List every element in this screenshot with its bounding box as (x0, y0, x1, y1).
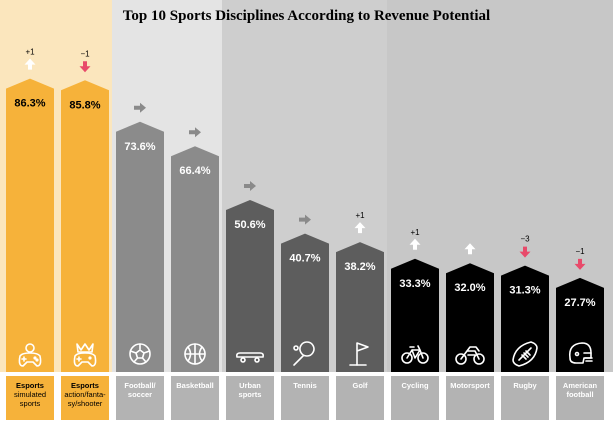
rank-down-arrow (519, 246, 531, 258)
bar-9: 32.0% Motorsport (446, 243, 494, 420)
bar-shape (171, 146, 219, 372)
value-label: 73.6% (124, 141, 155, 153)
category-label-line: Tennis (293, 381, 317, 390)
category-label-line: action/fanta- (64, 390, 106, 399)
bar-shape (116, 121, 164, 372)
category-label-box (6, 376, 54, 420)
chart-title: Top 10 Sports Disciplines According to R… (122, 8, 491, 24)
rank-change-label: +1 (410, 228, 420, 237)
rank-up-arrow (464, 243, 476, 255)
category-label-line: Golf (353, 381, 368, 390)
category-label-box (226, 376, 274, 420)
tennis-racket-icon (293, 341, 315, 366)
category-label-line: Esports (16, 381, 44, 390)
bar-10: 31.3% −3 Rugby (501, 235, 549, 420)
bar-8: 33.3% +1 Cycling (391, 228, 439, 420)
bar-4: 66.4% Basketball (171, 127, 219, 420)
category-label-line: Cycling (401, 381, 429, 390)
category-label-line: sy/shooter (68, 399, 103, 408)
category-label-line: sports (20, 399, 41, 408)
category-label-box (446, 376, 494, 420)
category-label-line: Football/ (124, 381, 156, 390)
bar-shape (281, 233, 329, 372)
category-label-line: Rugby (513, 381, 537, 390)
category-label-line: Basketball (176, 381, 214, 390)
category-label-line: sports (239, 390, 262, 399)
category-label-line: Esports (71, 381, 99, 390)
category-label-box (336, 376, 384, 420)
category-label-box (391, 376, 439, 420)
category-label-line: American (563, 381, 598, 390)
bar-7: 38.2% +1 Golf (336, 211, 384, 420)
bicycle-icon (401, 345, 429, 364)
football-helmet-icon (568, 342, 593, 364)
rank-up-arrow (409, 238, 421, 250)
category-label-box (501, 376, 549, 420)
bar-shape (61, 80, 109, 372)
value-label: 50.6% (234, 219, 265, 231)
value-label: 27.7% (564, 297, 595, 309)
value-label: 66.4% (179, 165, 210, 177)
rank-down-arrow (79, 61, 91, 73)
rank-change-label: +1 (355, 211, 365, 220)
rugby-ball-icon (512, 341, 538, 367)
golf-flag-icon (349, 342, 369, 366)
category-label-line: soccer (128, 390, 152, 399)
bar-shape (226, 199, 274, 372)
bar-3: 73.6% Football/soccer (116, 102, 164, 420)
bar-shape (556, 277, 604, 372)
category-label-line: football (566, 390, 593, 399)
value-label: 32.0% (454, 282, 485, 294)
category-label-line: Motorsport (450, 381, 490, 390)
category-label-box (171, 376, 219, 420)
motorcycle-icon (455, 346, 485, 365)
rank-change-label: −1 (575, 247, 585, 256)
value-label: 31.3% (509, 285, 540, 297)
category-label-line: simulated (14, 390, 46, 399)
rank-change-label: −1 (80, 49, 90, 58)
rank-same-arrow (299, 214, 311, 225)
basketball-icon (184, 343, 206, 365)
rank-down-arrow (574, 258, 586, 270)
bar-shape (391, 258, 439, 372)
gamepad-ball-icon (18, 343, 42, 367)
bar-shape (446, 263, 494, 372)
rank-change-label: −3 (520, 235, 530, 244)
category-label-line: Urban (239, 381, 261, 390)
value-label: 85.8% (69, 99, 100, 111)
value-label: 40.7% (289, 253, 320, 265)
category-label-box (556, 376, 604, 420)
category-label-box (281, 376, 329, 420)
category-label-box (116, 376, 164, 420)
bar-shape (501, 265, 549, 372)
skateboard-icon (236, 352, 264, 363)
bar-shape (6, 78, 54, 372)
value-label: 33.3% (399, 278, 430, 290)
rank-same-arrow (244, 180, 256, 191)
soccer-ball-icon (129, 343, 151, 365)
rank-change-label: +1 (25, 48, 35, 57)
rank-same-arrow (189, 127, 201, 138)
value-label: 38.2% (344, 261, 375, 273)
bar-6: 40.7% Tennis (281, 214, 329, 420)
gamepad-dragon-icon (73, 343, 97, 367)
value-label: 86.3% (14, 98, 45, 110)
rank-same-arrow (134, 102, 146, 113)
rank-up-arrow (24, 58, 36, 70)
category-label-box (61, 376, 109, 420)
rank-up-arrow (354, 222, 366, 234)
bar-shape (336, 242, 384, 372)
